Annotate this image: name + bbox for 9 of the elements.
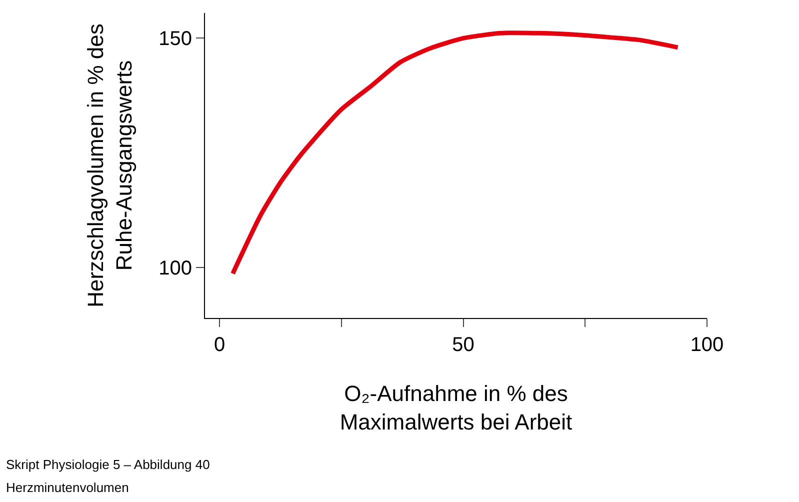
line-series (230, 30, 680, 276)
x-tick-label: 50 (452, 334, 474, 356)
text: Skript Physiologie 5 – Abbildung 40 (6, 457, 210, 472)
x-tick-label: 0 (214, 334, 226, 356)
text: Herzminutenvolumen (6, 480, 129, 495)
x-axis-title: O₂-Aufnahme in % des Maximalwerts bei Arbeit (340, 380, 572, 434)
x-tick-label: 100 (690, 334, 724, 356)
y-axis-title: Herzschlagvolumen in % des Ruhe-Ausgangswerts (82, 24, 136, 308)
y-tick-label: 150 (158, 28, 192, 50)
